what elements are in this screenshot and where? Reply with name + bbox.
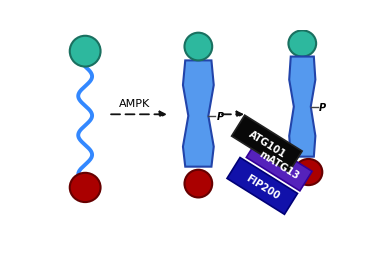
Ellipse shape [294, 159, 322, 185]
Text: FIP200: FIP200 [244, 172, 281, 200]
Ellipse shape [184, 170, 212, 198]
Bar [227, 158, 297, 214]
Ellipse shape [70, 173, 101, 202]
Text: P: P [217, 112, 224, 121]
Polygon shape [183, 61, 214, 167]
Bar [232, 116, 302, 172]
Ellipse shape [184, 34, 212, 61]
Polygon shape [289, 57, 315, 157]
Text: AMPK: AMPK [119, 98, 150, 108]
Text: P: P [319, 102, 326, 112]
Text: mATG13: mATG13 [257, 149, 301, 181]
Text: ATG101: ATG101 [246, 129, 287, 159]
Bar [246, 138, 312, 191]
Ellipse shape [288, 31, 316, 57]
Ellipse shape [70, 37, 101, 67]
